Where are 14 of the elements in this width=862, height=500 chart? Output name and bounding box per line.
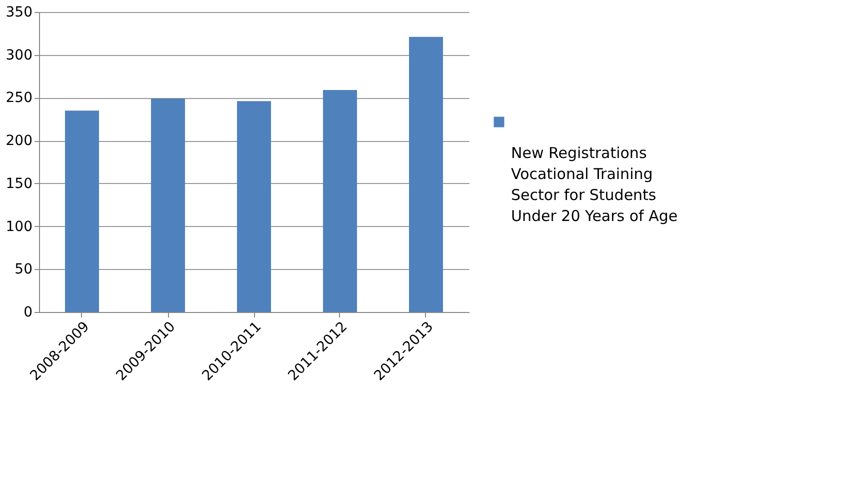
y-tick-label: 250 xyxy=(6,90,32,106)
bar xyxy=(151,98,185,312)
y-tick-label: 300 xyxy=(6,47,32,64)
y-tick-label: 200 xyxy=(6,133,32,150)
bar xyxy=(323,90,357,312)
y-tick-label: 0 xyxy=(24,304,32,320)
y-tick-label: 50 xyxy=(14,262,32,278)
y-tick-label: 150 xyxy=(6,176,32,192)
legend-label: New Registrations Vocational Training Sector for Students Under 20 Years of Age xyxy=(511,144,678,225)
bar xyxy=(237,101,271,312)
y-tick-label: 350 xyxy=(6,4,32,20)
bar xyxy=(409,36,443,312)
bar xyxy=(65,110,99,312)
y-tick-label: 100 xyxy=(6,218,32,235)
